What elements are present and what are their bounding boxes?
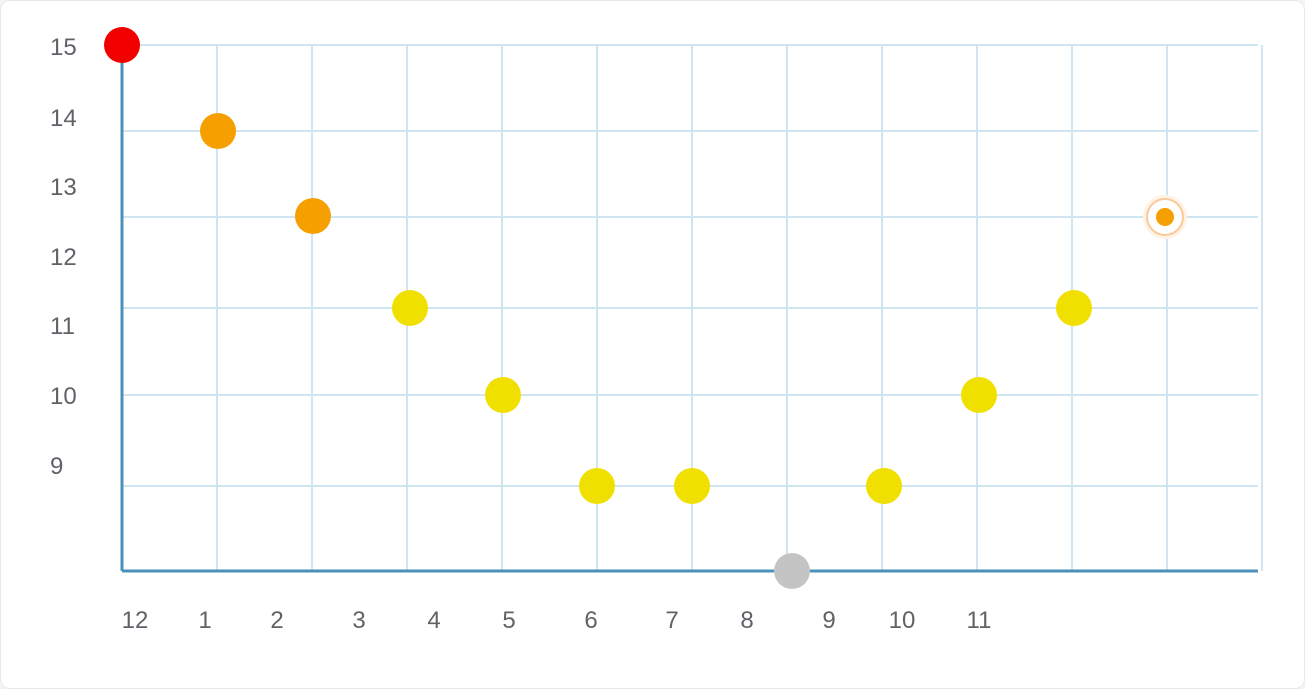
y-tick-label: 11 bbox=[50, 313, 75, 340]
axes bbox=[120, 45, 1258, 573]
y-tick-label: 13 bbox=[50, 174, 77, 201]
data-point bbox=[866, 468, 902, 504]
x-tick-label: 6 bbox=[584, 607, 597, 634]
x-tick-label: 3 bbox=[352, 607, 365, 634]
data-point bbox=[674, 468, 710, 504]
y-tick-labels: 15 14 13 12 11 10 9 bbox=[50, 34, 77, 480]
y-tick-label: 15 bbox=[50, 34, 77, 61]
x-tick-label: 9 bbox=[822, 607, 835, 634]
data-point bbox=[485, 377, 521, 413]
data-point bbox=[961, 377, 997, 413]
x-tick-label: 10 bbox=[889, 607, 916, 634]
y-tick-label: 12 bbox=[50, 244, 77, 271]
x-tick-label: 7 bbox=[665, 607, 678, 634]
data-point bbox=[295, 198, 331, 234]
y-tick-label: 14 bbox=[50, 105, 77, 132]
data-point bbox=[104, 27, 140, 63]
data-point bbox=[1156, 208, 1174, 226]
x-tick-label: 1 bbox=[198, 607, 211, 634]
data-point bbox=[774, 553, 810, 589]
x-tick-label: 2 bbox=[270, 607, 283, 634]
data-point bbox=[200, 113, 236, 149]
y-tick-label: 10 bbox=[50, 383, 77, 410]
x-tick-labels: 12 1 2 3 4 5 6 7 8 9 10 11 bbox=[122, 607, 992, 634]
x-tick-label: 4 bbox=[427, 607, 440, 634]
data-point bbox=[392, 290, 428, 326]
x-tick-label: 5 bbox=[502, 607, 515, 634]
x-tick-label: 12 bbox=[122, 607, 149, 634]
data-points bbox=[104, 27, 1187, 589]
data-point bbox=[579, 468, 615, 504]
data-point bbox=[1056, 290, 1092, 326]
y-tick-label: 9 bbox=[50, 453, 63, 480]
x-tick-label: 11 bbox=[967, 607, 992, 634]
x-tick-label: 8 bbox=[740, 607, 753, 634]
